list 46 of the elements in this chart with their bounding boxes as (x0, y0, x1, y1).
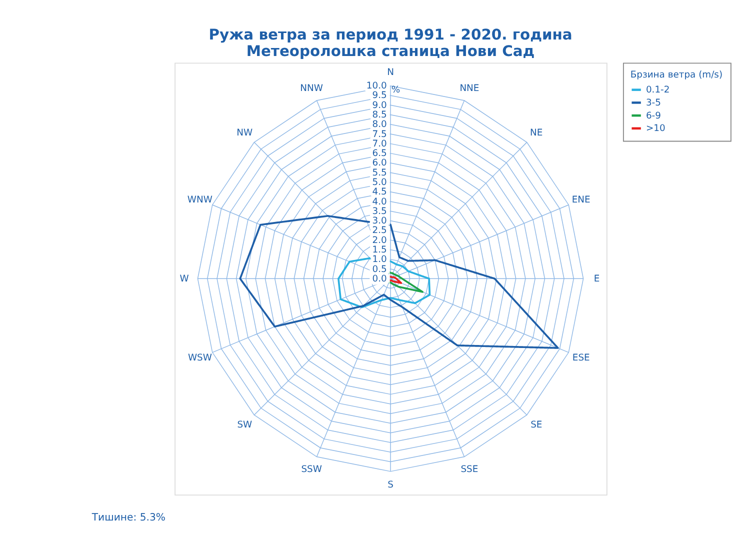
legend-label: 6-9 (646, 110, 662, 122)
spoke-label: W (180, 273, 189, 284)
y-tick-label: 6.0 (372, 158, 387, 169)
y-tick-label: 4.0 (372, 196, 387, 208)
y-tick-label: 6.5 (372, 148, 387, 160)
spoke-label: NW (236, 128, 253, 139)
y-tick-label: 1.5 (372, 244, 387, 256)
spoke-label: E (594, 273, 600, 284)
legend-label: >10 (646, 123, 666, 134)
spoke-label: SW (237, 419, 252, 430)
spoke-label: WSW (188, 352, 212, 364)
y-tick-label: 9.0 (372, 100, 387, 111)
y-tick-label: 7.0 (372, 138, 387, 150)
y-tick-label: 1.0 (372, 254, 387, 266)
y-tick-label: 5.0 (372, 176, 387, 188)
spoke-label: SSE (460, 464, 478, 475)
y-tick-label: 4.5 (372, 186, 387, 198)
spoke-label: N (387, 67, 394, 78)
y-tick-label: 8.5 (372, 110, 387, 121)
y-tick-label: 2.5 (372, 225, 387, 236)
y-tick-label: 3.5 (372, 206, 387, 217)
y-tick-label: 9.5 (372, 90, 387, 102)
spoke-label: ESE (572, 352, 590, 364)
text: % (391, 84, 400, 96)
y-tick-label: 7.5 (372, 128, 387, 140)
text: Ружа ветра за период 1991 - 2020. година (208, 26, 572, 44)
spoke-label: NNE (460, 82, 480, 94)
spoke-label: S (388, 480, 394, 491)
y-tick-label: 3.0 (372, 216, 387, 227)
y-tick-label: 5.5 (372, 167, 387, 178)
spoke-label: NE (530, 128, 543, 139)
y-tick-label: 8.0 (372, 119, 387, 130)
spoke-label: WNW (187, 194, 212, 206)
spoke-label: SSW (301, 464, 322, 475)
text: Метеоролошка станица Нови Сад (246, 42, 535, 60)
y-tick-label: 2.0 (372, 234, 387, 246)
y-tick-label: 0.0 (372, 273, 387, 284)
y-tick-label: 10.0 (366, 80, 387, 92)
y-tick-label: 0.5 (372, 264, 387, 275)
spoke-label: SE (530, 419, 542, 430)
legend-label: 3-5 (646, 97, 662, 108)
legend-title: Брзина ветра (m/s) (630, 69, 723, 80)
spoke-label: NNW (300, 82, 323, 94)
legend-label: 0.1-2 (646, 84, 670, 96)
spoke-label: ENE (572, 194, 591, 206)
text: Тишине: 5.3% (90, 512, 166, 524)
